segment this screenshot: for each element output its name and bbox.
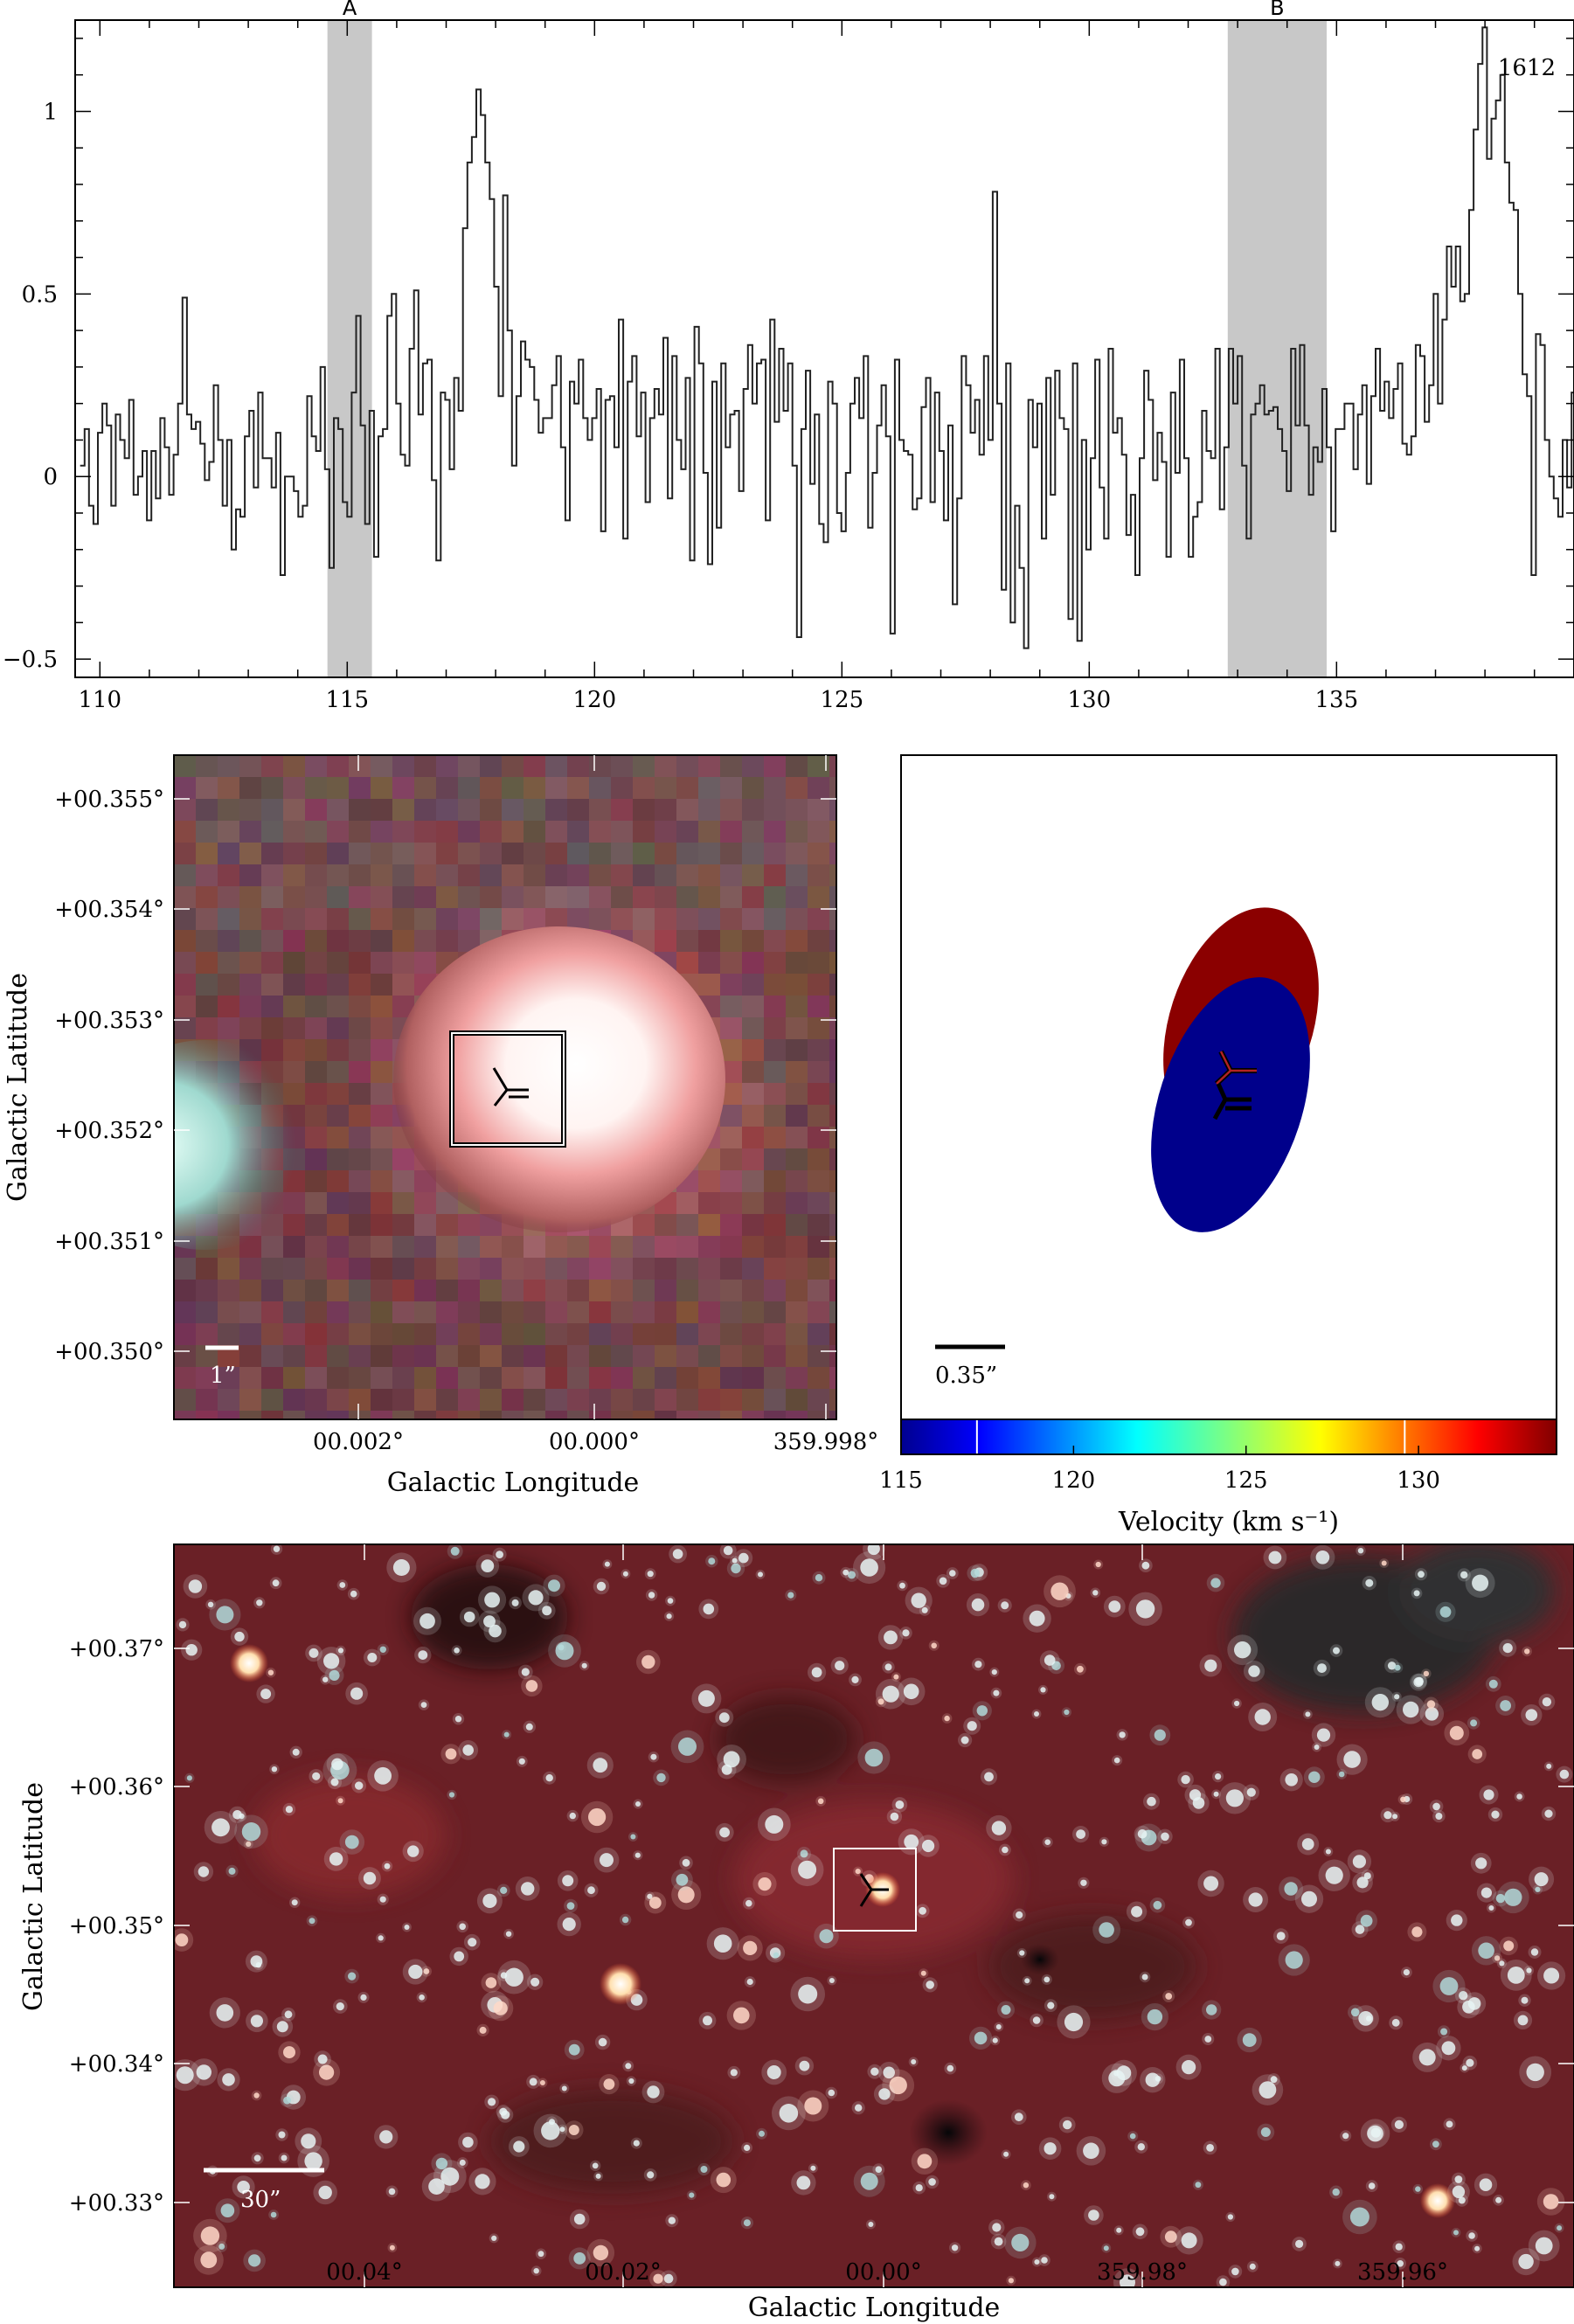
zoom-ticks: 00.002° 00.000° 359.998° +00.355° +00.354° +0… [54,755,878,1455]
star-field [174,1544,1573,2287]
wide-frame [173,1544,1574,2288]
wide-y-tick-label: +00.34° [69,2051,164,2078]
spectrum-x-tick-label: 120 [572,687,616,713]
wide-field-panel: 30” 00.04° 00.02° 00.00° 359.98° 359.96° +00.… [18,1544,1574,2323]
zoom-frame [173,754,837,1420]
spectrum-x-tick-label: 130 [1067,687,1111,713]
shaded-region-B [1227,20,1327,677]
wide-x-tick-label: 00.04° [326,2259,402,2286]
zoom-x-tick-label: 359.998° [773,1429,879,1455]
wide-x-axis-title: Galactic Longitude [748,2293,1001,2323]
spectrum-series-line [80,26,1574,649]
colorbar-ticks: 115 120 125 130 [879,1420,1440,1494]
zoom-y-tick-label: +00.352° [54,1118,164,1144]
wide-y-tick-label: +00.37° [69,1636,164,1662]
colorbar-tick-label: 120 [1052,1467,1096,1494]
cyan-source-blob [174,1040,319,1250]
zoom-x-axis-title: Galactic Longitude [387,1467,640,1498]
wide-maser-marker [859,1873,889,1907]
velocity-axis-title: Velocity (km s⁻¹) [1118,1507,1339,1537]
spectrum-y-tick-label: 0.5 [22,281,58,308]
wide-target-box [833,1848,917,1932]
bright-red-star [230,1644,268,1682]
velocity-panel: 0.35” 115 120 125 130 Velocity (km s⁻¹) [879,754,1557,1537]
bright-red-star [1420,2183,1455,2218]
wide-y-tick-label: +00.36° [69,1774,164,1800]
wide-x-tick-label: 359.98° [1097,2259,1188,2286]
ellipse-blue-velocity [1151,977,1310,1232]
wide-x-tick-label: 359.96° [1357,2259,1448,2286]
wide-scale-label: 30” [240,2187,281,2213]
spectrum-x-tick-label: 125 [820,687,863,713]
spectrum-x-tick-label: 115 [325,687,369,713]
zoom-y-axis-title: Galactic Latitude [3,973,33,1202]
zoom-scale-label: 1” [210,1363,236,1389]
bright-source-blob [393,926,725,1232]
wide-y-tick-label: +00.33° [69,2190,164,2216]
region-label-A: A [343,0,357,20]
region-label-B: B [1270,0,1284,20]
spectrum-annotation: 1612 [1498,55,1556,81]
colorbar-tick-label: 115 [879,1467,923,1494]
velocity-maser-marker-blue [1212,1082,1252,1120]
zoom-maser-marker [492,1067,529,1107]
dark-cloud-small [1021,1944,1059,1975]
velocity-maser-marker-red-inner [1216,1051,1257,1085]
wide-ticks: 00.04° 00.02° 00.00° 359.98° 359.96° +00.37° +… [69,1544,1574,2287]
spectrum-x-ticks: 110 115 120 125 130 135 [78,20,1536,713]
spectrum-x-tick-label: 135 [1314,687,1358,713]
wide-field-pixels [174,1544,1574,2287]
colorbar-tick-label: 125 [1224,1467,1268,1494]
wide-y-tick-label: +00.35° [69,1913,164,1939]
colorbar-tick-label: 130 [1397,1467,1440,1494]
dark-cloud [909,2099,988,2166]
zoom-y-tick-label: +00.351° [54,1229,164,1255]
bright-red-star [600,1963,641,2005]
zoom-target-box-inner [451,1032,565,1146]
zoom-image-pixels [174,755,836,1419]
spectrum-y-ticks: 1 0.5 0 −0.5 [3,38,1574,673]
velocity-scale-label: 0.35” [935,1363,997,1389]
spectrum-frame [74,19,1574,678]
wide-y-axis-title: Galactic Latitude [18,1782,49,2011]
zoom-y-tick-label: +00.353° [54,1008,164,1034]
zoom-y-tick-label: +00.350° [54,1339,164,1365]
wide-x-tick-label: 00.02° [585,2259,661,2286]
zoom-image-panel: 1” 00.002° 00.000° 359.998° +00.355° +00.354… [3,754,878,1498]
spectrum-x-tick-label: 110 [78,687,121,713]
spectrum-y-tick-label: −0.5 [3,647,58,673]
zoom-x-tick-label: 00.000° [549,1429,640,1455]
wide-x-tick-label: 00.00° [845,2259,921,2286]
colorbar [900,1419,1557,1455]
shaded-region-A [327,20,372,677]
zoom-y-tick-label: +00.355° [54,787,164,813]
spectrum-y-tick-label: 0 [43,464,58,490]
spectrum-y-tick-label: 1 [43,99,58,125]
zoom-y-tick-label: +00.354° [54,897,164,923]
shaded-regions [327,20,1327,677]
zoom-x-tick-label: 00.002° [313,1429,404,1455]
